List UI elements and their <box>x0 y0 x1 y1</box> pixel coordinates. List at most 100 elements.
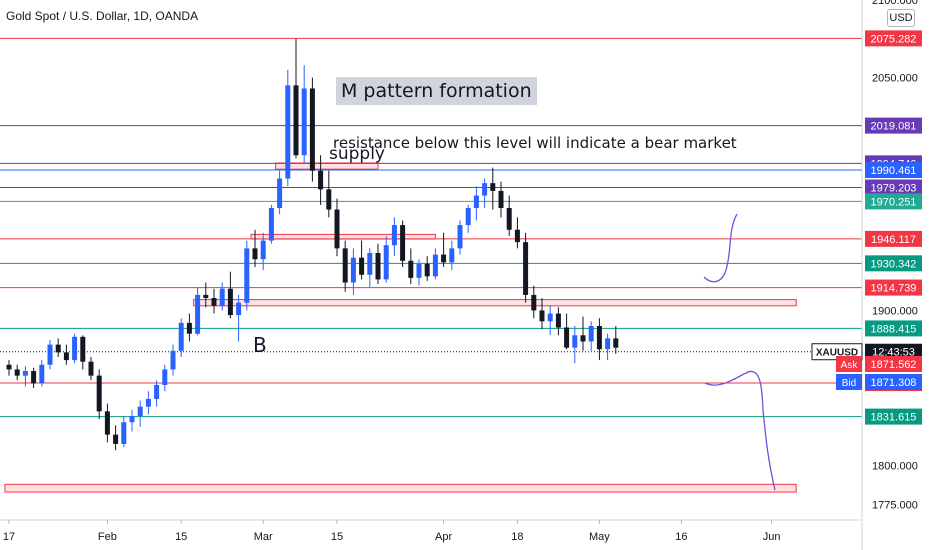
x-tick-label: 15 <box>175 531 187 543</box>
symbol-tag-label: XAUUSD <box>816 348 858 359</box>
candle-body <box>47 344 53 365</box>
candle-body <box>531 294 537 311</box>
candle-body <box>383 245 389 280</box>
candle-body <box>375 253 381 280</box>
candle-body <box>104 411 110 435</box>
candle-body <box>555 313 561 328</box>
currency-badge[interactable]: USD <box>887 9 915 27</box>
candle-body <box>580 335 586 342</box>
candle-body <box>457 225 463 249</box>
level-tag <box>865 279 922 296</box>
candle-body <box>293 85 299 156</box>
supply-zone <box>193 299 797 307</box>
supply-zone <box>250 233 436 240</box>
countdown-label: 12:43:53 <box>872 347 915 359</box>
candle-body <box>318 170 324 190</box>
bid-label: Bid <box>842 378 856 389</box>
candle-body <box>564 327 570 348</box>
candle-body <box>482 183 488 196</box>
ask-value-tag <box>865 356 922 372</box>
candle-body <box>326 189 332 210</box>
candle-body <box>408 260 414 278</box>
candle-body <box>613 338 619 348</box>
candle-body <box>260 240 266 260</box>
annotation-supply[interactable]: supply <box>329 144 385 164</box>
candle-body <box>96 375 102 412</box>
level-tag <box>865 179 922 196</box>
level-tag-label: 2019.081 <box>871 121 917 133</box>
bid-tag <box>836 374 862 390</box>
candle-body <box>137 406 143 416</box>
chart-title: Gold Spot / U.S. Dollar, 1D, OANDA <box>6 9 199 23</box>
bid-value: 1871.308 <box>871 377 917 389</box>
x-tick-label: Jun <box>763 531 781 543</box>
y-tick-label: 1800.000 <box>872 461 918 473</box>
candle-body <box>252 248 258 260</box>
candle-body <box>195 294 201 334</box>
level-tag-label: 2075.282 <box>871 33 917 45</box>
annotation-b[interactable]: B <box>253 333 267 357</box>
annotation-m-pattern[interactable]: M pattern formation <box>336 77 537 105</box>
countdown-tag <box>865 343 922 360</box>
level-tag-label: 1946.117 <box>871 234 916 246</box>
supply-zone <box>4 483 797 493</box>
candle-body <box>334 209 340 249</box>
candle-body <box>268 208 274 241</box>
candle-body <box>211 298 217 306</box>
level-tag-label: 1990.461 <box>871 165 917 177</box>
candle-body <box>121 422 127 444</box>
ask-value: 1871.562 <box>871 359 917 371</box>
candle-body <box>72 336 78 361</box>
level-tag <box>865 320 922 337</box>
candle-body <box>236 302 242 316</box>
level-tag <box>865 408 922 425</box>
candle-body <box>186 322 192 334</box>
level-tag-label: 1979.203 <box>871 183 917 195</box>
level-tag-label: 1831.615 <box>871 412 917 424</box>
candle-body <box>55 344 61 353</box>
projection-drawing <box>703 213 776 491</box>
candle-body <box>391 225 397 246</box>
candle-body <box>145 398 151 407</box>
candle-body <box>473 195 479 208</box>
x-tick-label: 16 <box>675 531 687 543</box>
level-tag <box>865 230 922 247</box>
candle-body <box>547 313 553 322</box>
candle-body <box>400 225 406 261</box>
level-tag-label: 1888.415 <box>871 323 917 335</box>
annotation-resistance[interactable]: resistance below this level will indicat… <box>333 134 737 152</box>
candle-body <box>498 190 504 208</box>
ask-label: Ask <box>841 360 859 371</box>
y-tick-label: 2100.000 <box>872 0 918 7</box>
candle-body <box>154 384 160 399</box>
candle-body <box>506 208 512 230</box>
level-tag <box>865 255 922 272</box>
candle-body <box>22 370 28 376</box>
level-tag-label: 1914.739 <box>871 283 917 295</box>
candle-body <box>88 361 94 376</box>
candle-body <box>63 352 69 361</box>
candle-body <box>301 88 307 156</box>
candle-body <box>80 336 86 362</box>
candle-body <box>31 370 37 384</box>
candle-body <box>227 288 233 316</box>
candle-body <box>350 257 356 283</box>
candle-body <box>416 263 422 278</box>
candle-body <box>285 85 291 179</box>
candle-body <box>6 364 12 370</box>
x-tick-label: Mar <box>254 531 273 543</box>
candle-body <box>432 254 438 277</box>
candle-body <box>309 88 315 171</box>
candle-body <box>39 364 45 384</box>
candle-body <box>359 257 365 275</box>
y-tick-label: 2050.000 <box>872 73 918 85</box>
x-tick-label: Feb <box>98 531 117 543</box>
candle-body <box>162 369 168 385</box>
ask-tag <box>836 356 862 372</box>
level-tag <box>865 162 922 179</box>
candle-body <box>219 288 225 306</box>
candle-body <box>523 242 529 295</box>
candle-body <box>342 248 348 283</box>
